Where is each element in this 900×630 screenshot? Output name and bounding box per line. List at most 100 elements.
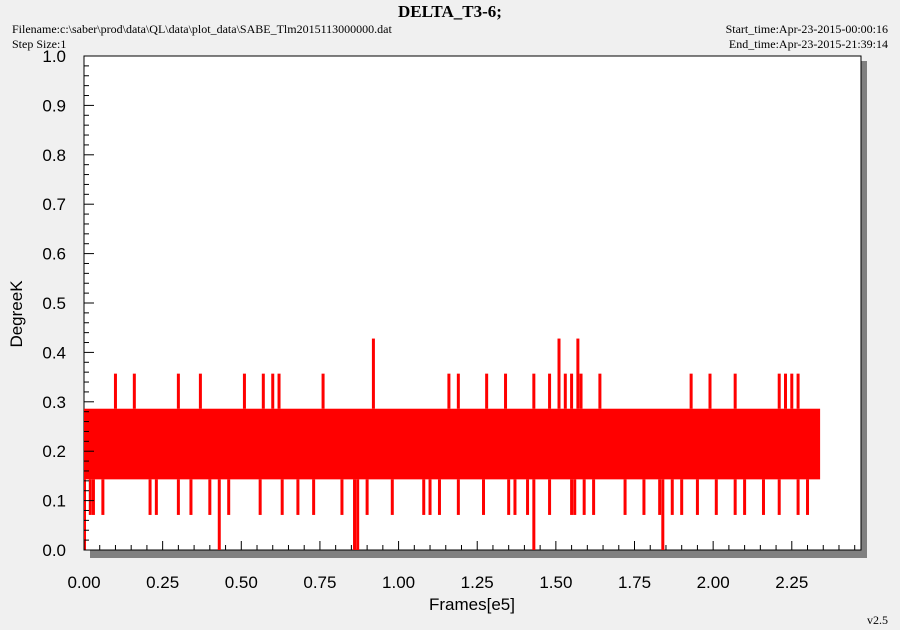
series-dip [88, 479, 92, 515]
series-dip [623, 479, 627, 515]
series-dip [312, 479, 316, 515]
x-tick-label: 2.25 [775, 573, 808, 592]
series-spike [777, 373, 781, 409]
series-spike [790, 373, 794, 409]
series-dip [761, 479, 765, 515]
y-tick-label: 0.0 [42, 541, 66, 560]
series-dip [592, 479, 596, 515]
series-deep-dip [661, 479, 665, 550]
series-dip [733, 479, 737, 515]
series-spike [271, 373, 275, 409]
series-dip [101, 479, 105, 515]
series-spike [321, 373, 325, 409]
series-spike [261, 373, 265, 409]
series-dip [154, 479, 158, 515]
x-tick-label: 0.50 [225, 573, 258, 592]
series-dip [280, 479, 284, 515]
series-band [84, 408, 821, 480]
series-dip [548, 479, 552, 515]
version-label: v2.5 [867, 613, 888, 627]
filename-label: Filename:c:\saber\prod\data\QL\data\plot… [12, 22, 392, 36]
series-dip [743, 479, 747, 515]
series-spike [485, 373, 489, 409]
series-spike [570, 373, 574, 409]
x-tick-label: 0.00 [67, 573, 100, 592]
step-size-label: Step Size:1 [12, 37, 67, 51]
series-spike [113, 373, 117, 409]
series-dip [573, 479, 577, 515]
end-time-label: End_time:Apr-23-2015-21:39:14 [728, 37, 888, 51]
series-dip [658, 479, 662, 515]
series-dip [208, 479, 212, 515]
y-tick-label: 0.3 [42, 393, 66, 412]
series-dip [582, 479, 586, 515]
series-dip [695, 479, 699, 515]
series-deep-dip [532, 479, 536, 550]
series-spike [796, 373, 800, 409]
series-layer [84, 338, 821, 550]
series-spike [532, 373, 536, 409]
series-deep-dip [217, 479, 221, 550]
y-tick-label: 0.2 [42, 442, 66, 461]
series-dip [526, 479, 530, 515]
series-tall-spike [557, 338, 561, 409]
series-spike [733, 373, 737, 409]
series-spike [689, 373, 693, 409]
series-dip [642, 479, 646, 515]
start-time-label: Start_time:Apr-23-2015-00:00:16 [725, 22, 888, 36]
series-dip [482, 479, 486, 515]
y-tick-label: 1.0 [42, 47, 66, 66]
series-spike [456, 373, 460, 409]
series-dip [365, 479, 369, 515]
series-tall-spike [576, 338, 580, 409]
series-spike [579, 373, 583, 409]
series-dip [777, 479, 781, 515]
series-dip [422, 479, 426, 515]
y-tick-label: 0.5 [42, 294, 66, 313]
y-tick-label: 0.4 [42, 343, 66, 362]
series-spike [563, 373, 567, 409]
series-dip [148, 479, 152, 515]
series-dip [670, 479, 674, 515]
series-dip [513, 479, 517, 515]
series-spike [176, 373, 180, 409]
series-dip [91, 479, 95, 515]
y-tick-label: 0.1 [42, 492, 66, 511]
x-tick-label: 1.25 [461, 573, 494, 592]
series-tall-spike [371, 338, 375, 409]
series-spike [548, 373, 552, 409]
x-tick-label: 0.25 [146, 573, 179, 592]
series-dip [796, 479, 800, 515]
series-dip [340, 479, 344, 515]
series-deep-dip [356, 479, 360, 550]
series-dip [806, 479, 810, 515]
series-spike [784, 373, 788, 409]
y-tick-label: 0.9 [42, 96, 66, 115]
series-dip [437, 479, 441, 515]
series-spike [708, 373, 712, 409]
series-dip [680, 479, 684, 515]
series-spike [198, 373, 202, 409]
y-tick-label: 0.7 [42, 195, 66, 214]
series-spike [504, 373, 508, 409]
axes-layer: 0.0 0.1 0.2 0.3 0.4 0.5 0.6 0.7 0.8 0.9 1.0 0.00 0.2… [42, 47, 856, 592]
series-dip [258, 479, 262, 515]
series-dip [428, 479, 432, 515]
series-dip [176, 479, 180, 515]
y-tick-label: 0.8 [42, 146, 66, 165]
x-tick-label: 0.75 [303, 573, 336, 592]
x-tick-label: 1.00 [382, 573, 415, 592]
series-dip [714, 479, 718, 515]
series-dip [456, 479, 460, 515]
series-dip [189, 479, 193, 515]
series-spike [132, 373, 136, 409]
series-dip [227, 479, 231, 515]
x-tick-label: 1.75 [618, 573, 651, 592]
series-spike [277, 373, 281, 409]
x-axis-title: Frames[e5] [429, 595, 515, 614]
series-spike [447, 373, 451, 409]
x-tick-label: 2.00 [697, 573, 730, 592]
series-deep-dip [353, 479, 357, 550]
series-dip [570, 479, 574, 515]
